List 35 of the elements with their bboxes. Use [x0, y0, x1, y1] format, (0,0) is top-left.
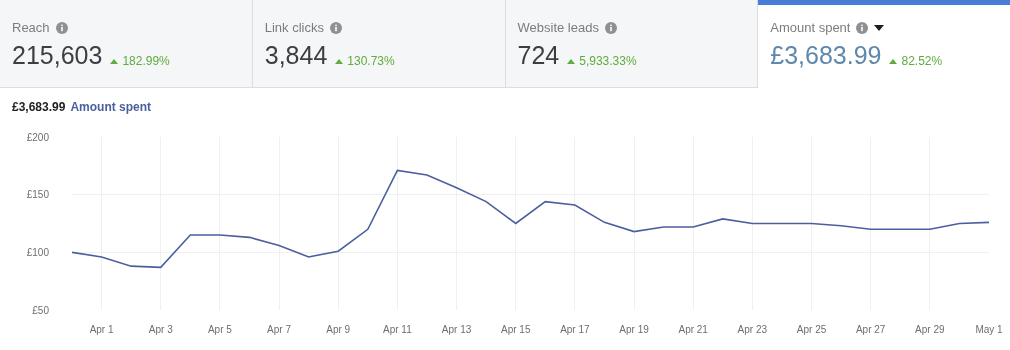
text: 5,933.33% [579, 54, 637, 68]
x-tick-label: Apr 15 [500, 324, 531, 335]
text: 182.99% [122, 54, 170, 68]
text: 3,844 [264, 41, 328, 70]
x-tick-label: Apr 19 [619, 324, 650, 335]
text: 215,603 [12, 41, 103, 70]
y-tick-label: £100 [26, 246, 50, 258]
x-tick-label: Apr 25 [796, 324, 827, 335]
text: 724 [517, 41, 560, 70]
text: Link clicks [264, 20, 324, 35]
x-tick-label: Apr 7 [267, 324, 292, 335]
text: Amount spent [70, 100, 152, 114]
x-tick-label: Apr 3 [148, 324, 174, 335]
x-tick-label: Apr 1 [89, 324, 114, 335]
x-tick-label: Apr 13 [441, 324, 472, 335]
chart-title: £3,683.99 [12, 100, 66, 114]
x-tick-label: May 1 [975, 324, 1004, 335]
x-tick-label: Apr 11 [383, 324, 413, 335]
y-tick-label: £200 [26, 131, 50, 143]
x-tick-label: Apr 27 [855, 324, 886, 335]
x-tick-label: Apr 9 [326, 324, 351, 335]
x-tick-label: Apr 29 [915, 324, 946, 335]
text: Reach [12, 20, 50, 35]
text: Website leads [517, 20, 599, 35]
x-tick-label: Apr 21 [678, 324, 709, 335]
y-tick-label: £50 [32, 304, 50, 316]
x-tick-label: Apr 23 [737, 324, 768, 335]
text: £3,683.99 [770, 41, 882, 70]
y-tick-label: £150 [26, 189, 50, 201]
x-tick-label: Apr 17 [560, 324, 591, 335]
text: 130.73% [347, 54, 395, 68]
text: 82.52% [901, 54, 943, 68]
x-tick-label: Apr 5 [207, 324, 233, 335]
line-series [72, 169, 989, 269]
text: Amount spent [770, 20, 851, 35]
